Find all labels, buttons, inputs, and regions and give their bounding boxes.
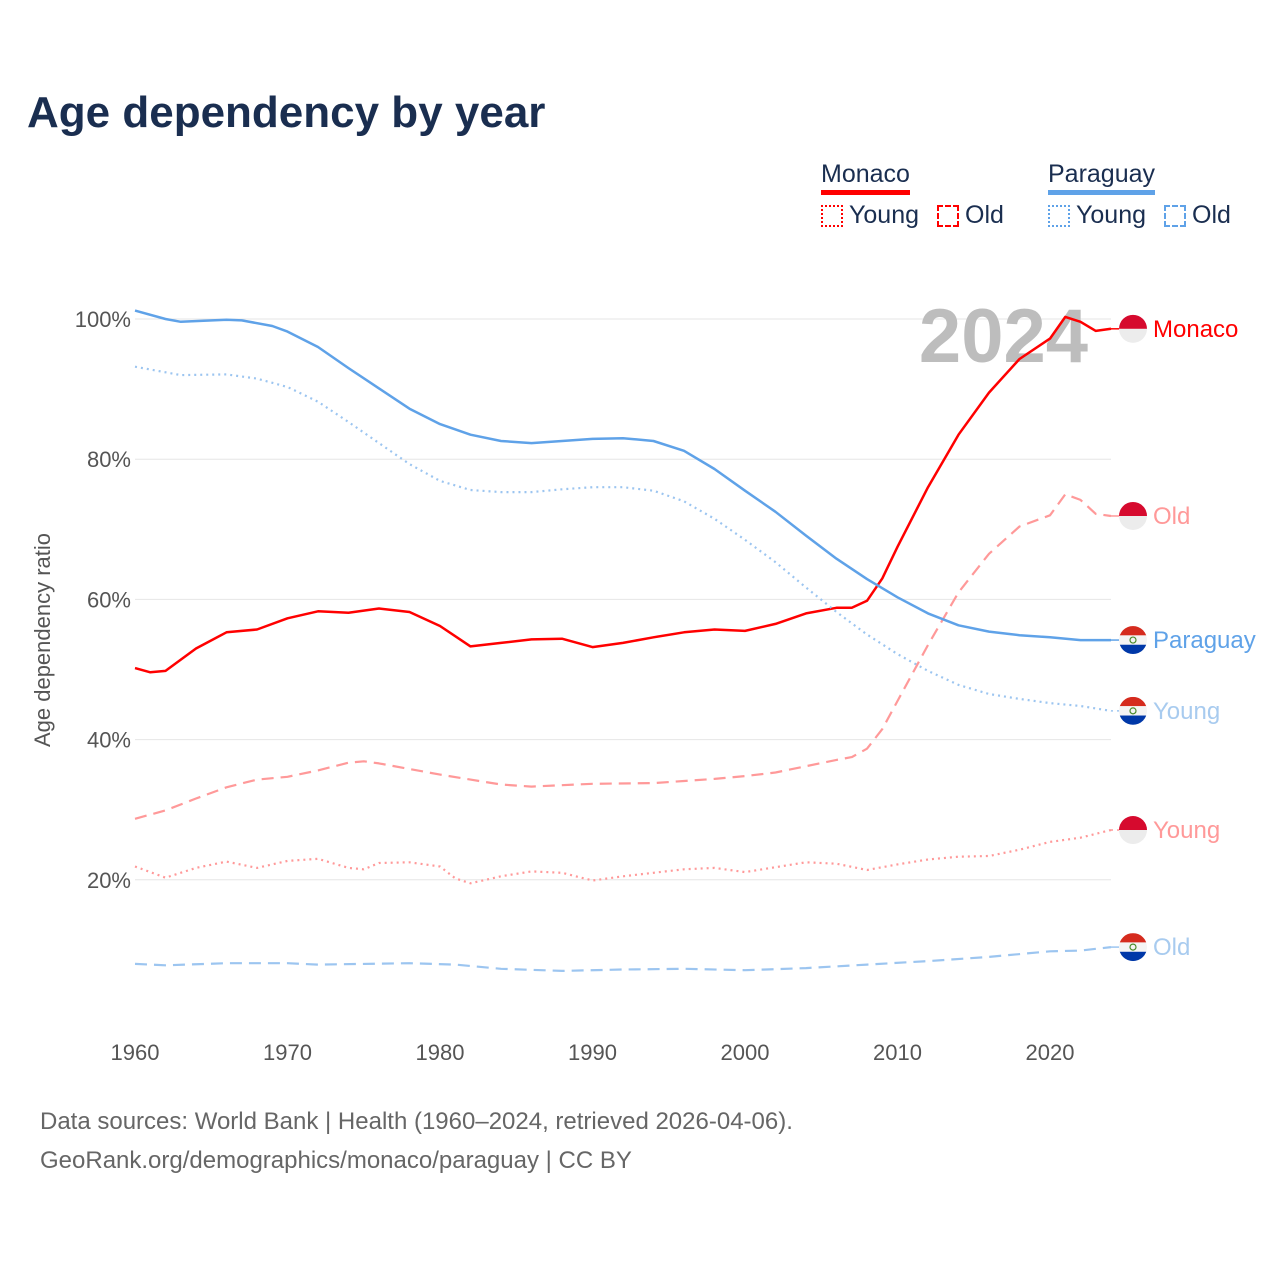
legend-paraguay: Paraguay Young Old xyxy=(1048,160,1243,230)
year-watermark: 2024 xyxy=(919,294,1088,379)
legend-monaco-old[interactable]: Old xyxy=(937,201,1004,230)
legend-item-label: Young xyxy=(1076,201,1146,229)
footer-sources: Data sources: World Bank | Health (1960–… xyxy=(40,1108,793,1135)
x-tick-label: 2010 xyxy=(873,1040,922,1065)
chart-title: Age dependency by year xyxy=(27,88,546,137)
dotted-swatch-icon xyxy=(821,204,843,227)
series-line-paraguay-young[interactable] xyxy=(134,365,1112,712)
legend-item-label: Young xyxy=(849,201,919,229)
y-tick-label: 80% xyxy=(87,447,131,472)
legend-monaco: Monaco Young Old xyxy=(821,160,1016,230)
end-label: Old xyxy=(1153,503,1190,530)
end-label: Old xyxy=(1153,934,1190,961)
dotted-swatch-icon xyxy=(1048,204,1070,227)
end-label: Monaco xyxy=(1153,316,1238,343)
legend-item-label: Old xyxy=(965,201,1004,229)
x-tick-label: 1960 xyxy=(111,1040,160,1065)
monaco-flag-icon xyxy=(1119,816,1147,845)
series-line-paraguay[interactable] xyxy=(134,309,1111,642)
legend-paraguay-young[interactable]: Young xyxy=(1048,201,1146,230)
legend-item-label: Old xyxy=(1192,201,1231,229)
y-tick-label: 40% xyxy=(87,728,131,753)
x-tick-label: 1970 xyxy=(263,1040,312,1065)
legend-paraguay-label: Paraguay xyxy=(1048,160,1156,195)
paraguay-flag-icon xyxy=(1119,696,1147,725)
series-line-monaco[interactable] xyxy=(134,315,1112,674)
y-tick-label: 100% xyxy=(75,307,131,332)
x-tick-label: 2020 xyxy=(1026,1040,1075,1065)
y-tick-label: 20% xyxy=(87,868,131,893)
end-label: Young xyxy=(1153,817,1220,844)
x-tick-label: 2000 xyxy=(721,1040,770,1065)
y-tick-label: 60% xyxy=(87,587,131,612)
y-axis-label: Age dependency ratio xyxy=(30,533,55,747)
legend-monaco-young[interactable]: Young xyxy=(821,201,919,230)
legend-paraguay-old[interactable]: Old xyxy=(1164,201,1231,230)
monaco-flag-icon xyxy=(1119,314,1147,343)
x-tick-label: 1980 xyxy=(416,1040,465,1065)
dashed-swatch-icon xyxy=(937,204,959,227)
paraguay-flag-icon xyxy=(1119,626,1147,655)
end-label: Young xyxy=(1153,698,1220,725)
footer-attribution[interactable]: GeoRank.org/demographics/monaco/paraguay… xyxy=(40,1147,632,1174)
dashed-swatch-icon xyxy=(1164,204,1186,227)
monaco-flag-icon xyxy=(1119,501,1147,530)
series-line-monaco-young[interactable] xyxy=(134,828,1112,885)
paraguay-flag-icon xyxy=(1119,933,1147,962)
legend-monaco-label: Monaco xyxy=(821,160,910,195)
x-tick-label: 1990 xyxy=(568,1040,617,1065)
series-line-paraguay-old[interactable] xyxy=(134,946,1112,972)
end-label: Paraguay xyxy=(1153,627,1256,654)
series-line-monaco-old[interactable] xyxy=(134,493,1112,820)
